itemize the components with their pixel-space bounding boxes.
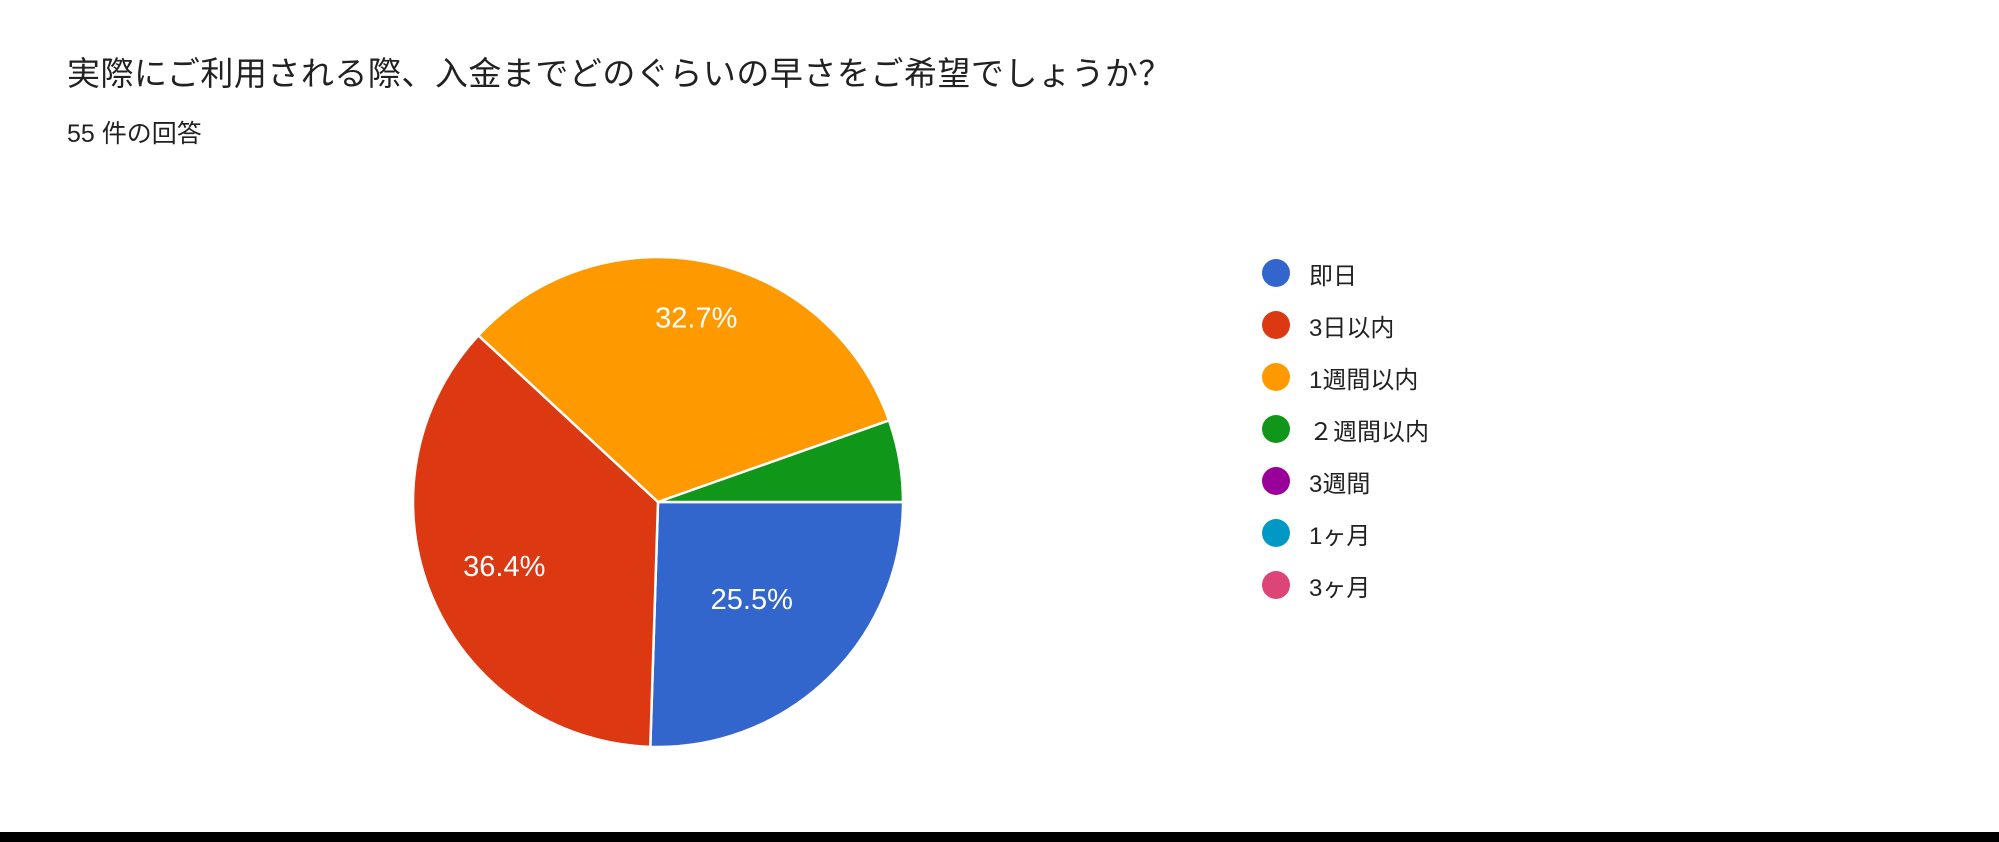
slice-percent-label: 36.4% — [463, 551, 545, 583]
page-title: 実際にご利用される際、入金までどのぐらいの早さをご希望でしょうか？ — [67, 55, 1172, 92]
legend-item-label: 3週間 — [1309, 470, 1371, 498]
legend-item-label: 3日以内 — [1309, 314, 1395, 342]
chart-header: 実際にご利用される際、入金までどのぐらいの早さをご希望でしょうか？ 55 件の回… — [67, 52, 1917, 150]
bottom-bar — [0, 832, 1999, 842]
legend: 即日 3日以内 1週間以内 ２週間以内 3週間 1ヶ月 3ヶ月 — [1262, 247, 1429, 611]
legend-item-0: 即日 — [1262, 247, 1429, 299]
slice-percent-label: 25.5% — [711, 584, 793, 616]
legend-color-dot — [1262, 467, 1290, 495]
legend-item-6: 3ヶ月 — [1262, 559, 1429, 611]
slice-percent-label: 32.7% — [655, 302, 737, 334]
legend-color-dot — [1262, 571, 1290, 599]
legend-color-dot — [1262, 415, 1290, 443]
legend-item-label: 3ヶ月 — [1309, 574, 1371, 602]
legend-color-dot — [1262, 311, 1290, 339]
pie-chart: 25.5% 36.4% 32.7% — [411, 255, 905, 749]
legend-item-3: ２週間以内 — [1262, 403, 1429, 455]
legend-color-dot — [1262, 363, 1290, 391]
pie-slice-2[interactable] — [477, 255, 891, 504]
legend-color-dot — [1262, 259, 1290, 287]
legend-item-label: 1ヶ月 — [1309, 522, 1371, 550]
legend-item-label: 即日 — [1309, 262, 1357, 290]
pie-slice-0[interactable] — [649, 500, 905, 749]
legend-color-dot — [1262, 519, 1290, 547]
legend-item-5: 1ヶ月 — [1262, 507, 1429, 559]
legend-item-2: 1週間以内 — [1262, 351, 1429, 403]
legend-item-label: 1週間以内 — [1309, 366, 1419, 394]
response-count: 55 件の回答 — [67, 120, 202, 148]
pie-slice-1[interactable] — [411, 334, 660, 749]
legend-item-4: 3週間 — [1262, 455, 1429, 507]
pie-slice-3[interactable] — [656, 419, 905, 504]
legend-item-label: ２週間以内 — [1309, 418, 1429, 446]
legend-item-1: 3日以内 — [1262, 299, 1429, 351]
